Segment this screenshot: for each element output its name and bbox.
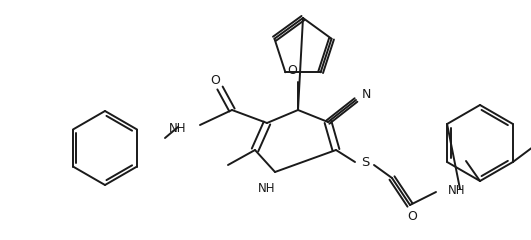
Text: NH: NH	[448, 184, 466, 197]
Text: N: N	[361, 88, 371, 101]
Text: NH: NH	[258, 182, 276, 195]
Text: O: O	[407, 210, 417, 223]
Text: S: S	[361, 156, 369, 168]
Text: O: O	[287, 64, 297, 77]
Text: O: O	[210, 73, 220, 86]
Text: NH: NH	[168, 122, 186, 136]
